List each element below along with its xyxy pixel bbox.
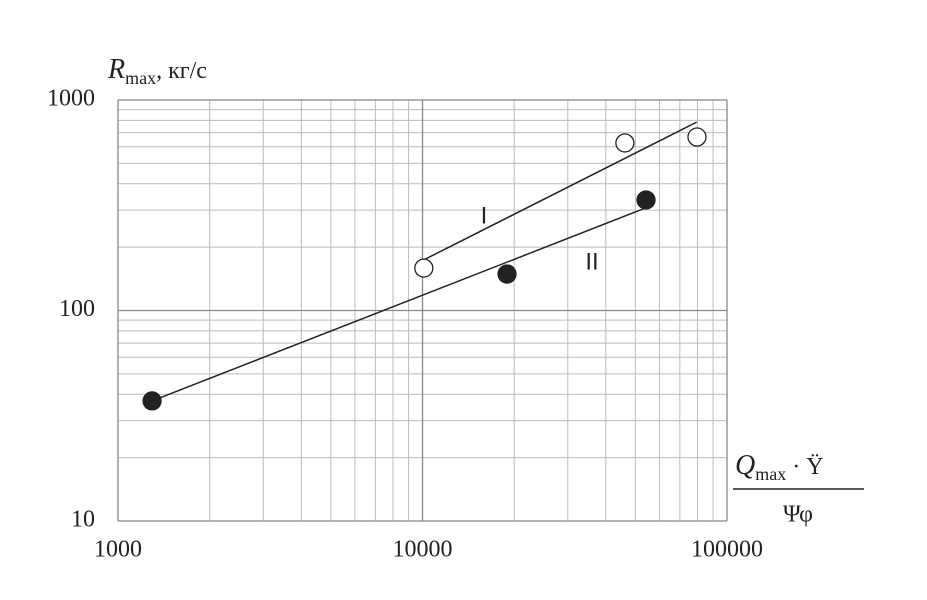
series-label: I: [481, 202, 488, 229]
x-tick-label: 1000: [94, 537, 142, 563]
x-tick-label: 100000: [691, 537, 763, 563]
y-title-rest: , кг/с: [156, 58, 207, 84]
data-point: [497, 264, 517, 284]
y-title-main: R: [107, 54, 125, 85]
y-tick-label: 1000: [47, 86, 95, 112]
data-point: [414, 258, 434, 278]
x-title-sub: max: [755, 464, 786, 484]
x-axis-title: Qmax · Ϋ: [735, 450, 824, 484]
y-tick-label: 10: [71, 507, 95, 533]
x-tick-label: 10000: [393, 537, 453, 563]
series-label: II: [585, 248, 598, 275]
data-point: [687, 127, 707, 147]
x-title-main: Q: [735, 450, 755, 481]
data-point: [636, 190, 656, 210]
y-axis-title: Rmax, кг/с: [107, 54, 207, 88]
fit-line: [423, 121, 697, 261]
fit-line: [151, 206, 649, 402]
y-tick-label: 100: [59, 296, 95, 322]
x-title-rest: · Ϋ: [786, 454, 823, 480]
data-point: [142, 391, 162, 411]
y-title-sub: max: [125, 68, 156, 88]
x-title-denominator: Ψφ: [783, 502, 813, 528]
data-point: [615, 133, 635, 153]
